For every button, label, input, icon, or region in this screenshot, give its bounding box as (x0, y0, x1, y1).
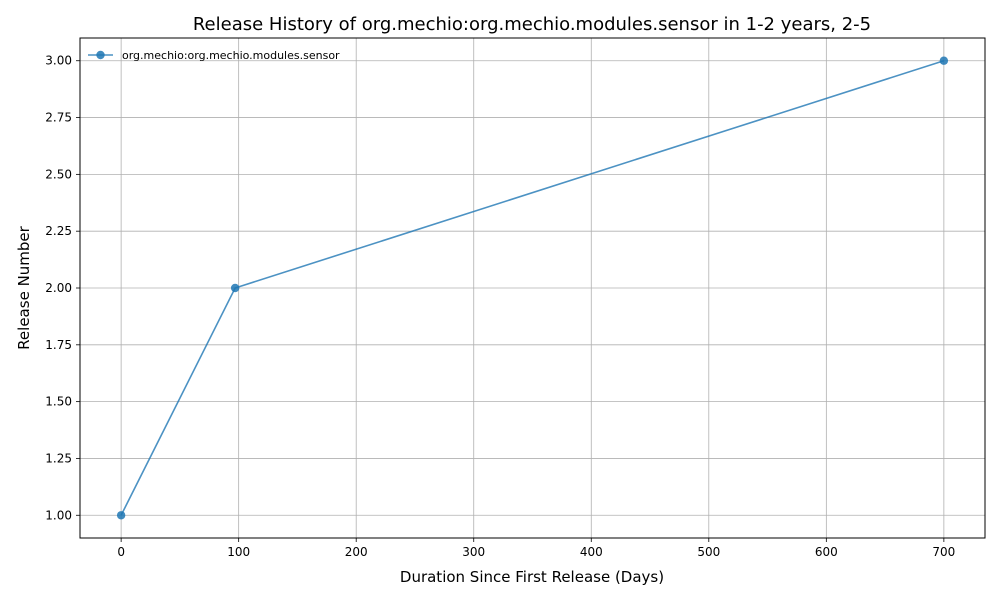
grid (80, 38, 985, 538)
chart-title: Release History of org.mechio:org.mechio… (193, 14, 871, 35)
y-tick-label: 2.25 (45, 224, 72, 238)
y-tick-label: 1.00 (45, 508, 72, 522)
x-tick-label: 0 (117, 545, 125, 559)
ticks: 0 100 200 300 400 500 600 700 1.00 1.25 1.50 1.75 2.… (45, 54, 955, 559)
y-axis-label: Release Number (15, 225, 33, 349)
x-axis-label: Duration Since First Release (Days) (400, 568, 664, 586)
y-tick-label: 1.50 (45, 395, 72, 409)
data-point (116, 511, 126, 520)
y-tick-label: 3.00 (45, 54, 72, 68)
y-tick-label: 2.00 (45, 281, 72, 295)
x-tick-label: 500 (697, 545, 720, 559)
legend: org.mechio:org.mechio.modules.sensor (88, 49, 340, 62)
y-tick-label: 2.50 (45, 167, 72, 181)
y-tick-label: 1.75 (45, 338, 72, 352)
x-tick-label: 100 (227, 545, 250, 559)
legend-label: org.mechio:org.mechio.modules.sensor (122, 49, 340, 62)
y-tick-label: 1.25 (45, 451, 72, 465)
legend-marker (96, 50, 105, 60)
data-point (939, 56, 949, 65)
x-tick-label: 600 (815, 545, 838, 559)
x-tick-label: 300 (462, 545, 485, 559)
x-tick-label: 700 (932, 545, 955, 559)
data-point (230, 283, 240, 293)
x-tick-label: 200 (345, 545, 368, 559)
series-layer (116, 56, 949, 520)
y-tick-label: 2.75 (45, 111, 72, 125)
x-tick-label: 400 (580, 545, 603, 559)
